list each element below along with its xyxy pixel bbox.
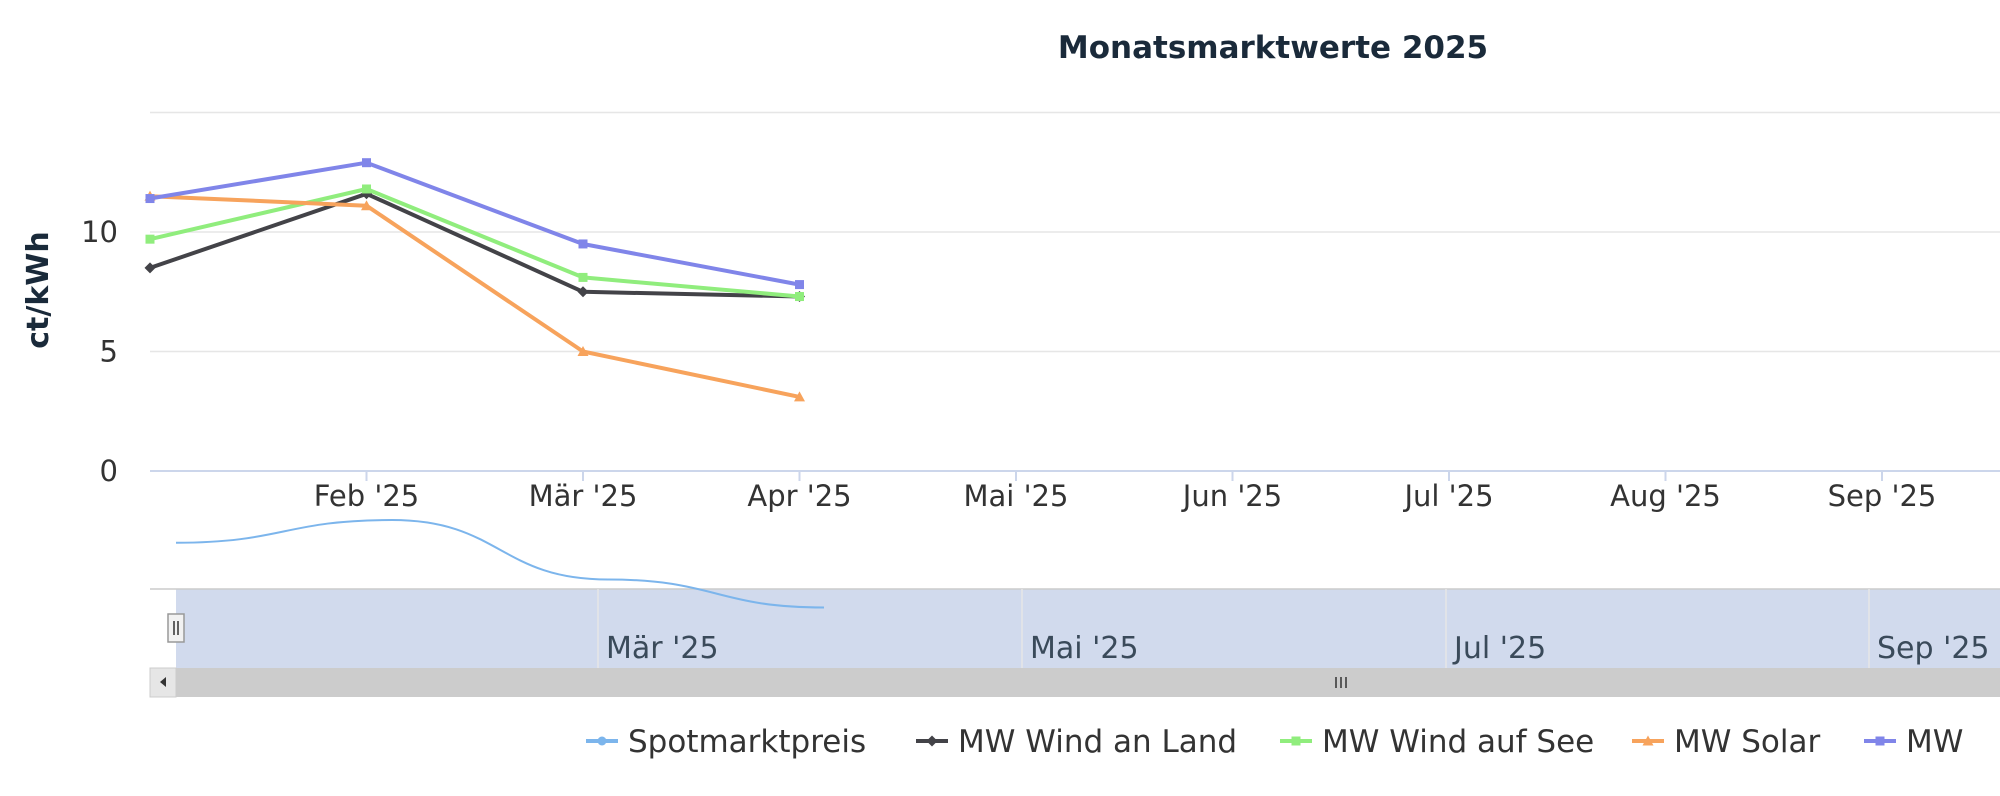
legend-label: MW Solar <box>1674 724 1821 760</box>
legend-label: MW Wind an Land <box>958 724 1237 760</box>
data-point-mw <box>578 239 588 249</box>
legend-label: MW <box>1906 724 1963 760</box>
y-axis-ticks: 0 5 10 <box>81 215 118 488</box>
navigator-background <box>150 589 2000 668</box>
y-axis-label: ct/kWh <box>21 231 56 348</box>
legend-label: MW Wind auf See <box>1322 724 1594 760</box>
legend-item-mw-wind-an-land[interactable]: MW Wind an Land <box>916 724 1237 760</box>
data-point-mw <box>362 158 371 168</box>
series-layer <box>144 158 805 402</box>
x-tick-label: Aug '25 <box>1610 479 1721 513</box>
x-tick-label: Mär '25 <box>529 479 638 513</box>
navigator-handle-box <box>167 613 185 643</box>
legend-item-mw-solar[interactable]: MW Solar <box>1632 724 1821 760</box>
data-point-mw-wind-an-land <box>577 286 589 298</box>
data-point-mw-wind-an-land <box>144 262 156 274</box>
data-point-mw-wind-auf-see <box>795 292 804 302</box>
scrollbar-thumb <box>176 668 2000 697</box>
series-line-mw <box>148 160 802 287</box>
data-point-mw <box>145 194 155 204</box>
legend-item-spotmarktpreis[interactable]: Spotmarktpreis <box>586 724 866 760</box>
navigator-series-line <box>175 518 825 609</box>
x-tick-label: Mai '25 <box>964 479 1069 513</box>
y-tick-label: 5 <box>100 335 118 369</box>
navigator-tick-label: Mär '25 <box>606 631 719 666</box>
grid-lines <box>150 111 2000 353</box>
data-point-mw-wind-auf-see <box>578 272 588 282</box>
x-tick-label: Jul '25 <box>1402 479 1493 513</box>
x-axis: Feb '25 Mär '25 Apr '25 Mai '25 Jun '25 Jul '… <box>150 470 2000 513</box>
series-mw <box>145 158 804 290</box>
y-tick-label: 10 <box>81 215 118 249</box>
chevron-left-icon <box>160 677 166 687</box>
legend: Spotmarktpreis MW Wind an Land MW Wind auf… <box>586 724 1963 760</box>
navigator[interactable]: Mär '25 Mai '25 Jul '25 Sep '25 <box>150 518 2000 668</box>
navigator-selection <box>176 589 2000 668</box>
navigator-tick-label: Jul '25 <box>1452 631 1546 666</box>
data-point-mw-solar <box>577 346 589 356</box>
data-point-mw-solar <box>794 391 805 402</box>
scroll-left-button[interactable] <box>149 667 177 698</box>
series-mw-wind-auf-see <box>145 184 804 302</box>
y-tick-label: 0 <box>100 454 118 488</box>
legend-symbol-marker <box>597 736 607 746</box>
x-tick-label: Apr '25 <box>747 479 851 513</box>
data-point-mw-wind-auf-see <box>145 234 155 244</box>
legend-symbol-marker <box>926 735 938 747</box>
series-line-mw-wind-an-land <box>148 191 802 299</box>
navigator-handle-left[interactable] <box>167 613 185 643</box>
navigator-tick-label: Sep '25 <box>1877 631 1990 666</box>
legend-symbol-marker <box>1875 736 1885 746</box>
legend-label: Spotmarktpreis <box>628 724 866 760</box>
data-point-mw <box>795 280 804 290</box>
legend-symbol-marker <box>1291 736 1301 746</box>
data-point-mw-solar <box>361 200 372 211</box>
legend-symbol-marker <box>1642 735 1654 746</box>
chart-title: Monatsmarktwerte 2025 <box>1058 30 1488 66</box>
legend-item-mw[interactable]: MW <box>1864 724 1963 760</box>
x-tick-label: Jun '25 <box>1181 479 1282 513</box>
series-line-mw-wind-auf-see <box>148 187 802 299</box>
scrollbar[interactable] <box>149 667 2000 698</box>
x-tick-label: Sep '25 <box>1828 479 1937 513</box>
series-line-mw-solar <box>148 194 802 399</box>
data-point-mw-wind-auf-see <box>362 184 371 194</box>
legend-item-mw-wind-auf-see[interactable]: MW Wind auf See <box>1280 724 1594 760</box>
x-tick-label: Feb '25 <box>314 479 419 513</box>
navigator-tick-label: Mai '25 <box>1030 631 1139 666</box>
